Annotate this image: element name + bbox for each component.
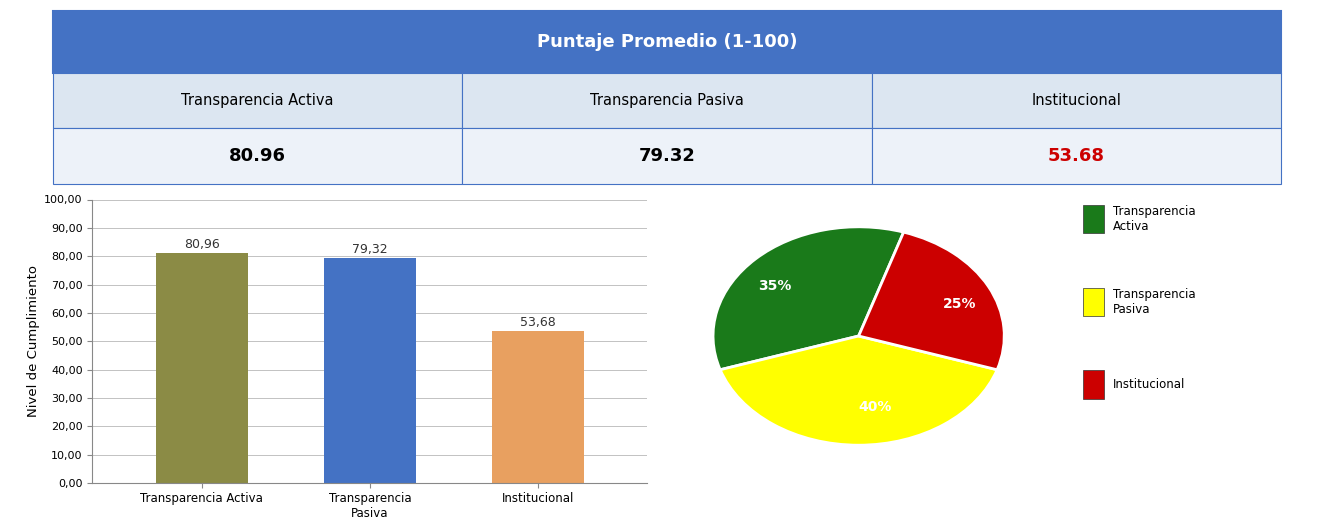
- FancyBboxPatch shape: [462, 73, 872, 128]
- Wedge shape: [720, 336, 997, 445]
- Bar: [1083, 205, 1104, 233]
- Text: Institucional: Institucional: [1112, 378, 1185, 391]
- Text: 80.96: 80.96: [229, 147, 287, 165]
- Text: 79,32: 79,32: [353, 243, 387, 256]
- Wedge shape: [713, 227, 904, 370]
- Bar: [1083, 288, 1104, 316]
- Text: 35%: 35%: [758, 279, 791, 293]
- FancyBboxPatch shape: [872, 73, 1281, 128]
- Bar: [1083, 371, 1104, 399]
- Bar: [491, 331, 584, 483]
- Text: 79.32: 79.32: [638, 147, 696, 165]
- Text: Transparencia
Activa: Transparencia Activa: [1112, 205, 1196, 233]
- FancyBboxPatch shape: [53, 10, 1281, 73]
- Text: 80,96: 80,96: [184, 238, 219, 251]
- Text: Transparencia Pasiva: Transparencia Pasiva: [590, 93, 744, 108]
- FancyBboxPatch shape: [872, 128, 1281, 184]
- Text: 53,68: 53,68: [520, 316, 556, 329]
- Text: 40%: 40%: [859, 400, 892, 414]
- FancyBboxPatch shape: [53, 128, 462, 184]
- Text: Puntaje Promedio (1-100): Puntaje Promedio (1-100): [536, 33, 798, 51]
- Bar: [324, 258, 416, 483]
- Text: 25%: 25%: [943, 297, 976, 311]
- Y-axis label: Nivel de Cumplimiento: Nivel de Cumplimiento: [28, 265, 40, 417]
- Text: Transparencia Activa: Transparencia Activa: [181, 93, 334, 108]
- Wedge shape: [859, 232, 1004, 370]
- Text: 53.68: 53.68: [1048, 147, 1106, 165]
- Text: Institucional: Institucional: [1032, 93, 1122, 108]
- FancyBboxPatch shape: [53, 73, 462, 128]
- FancyBboxPatch shape: [462, 128, 872, 184]
- Bar: [156, 254, 248, 483]
- Text: Transparencia
Pasiva: Transparencia Pasiva: [1112, 288, 1196, 316]
